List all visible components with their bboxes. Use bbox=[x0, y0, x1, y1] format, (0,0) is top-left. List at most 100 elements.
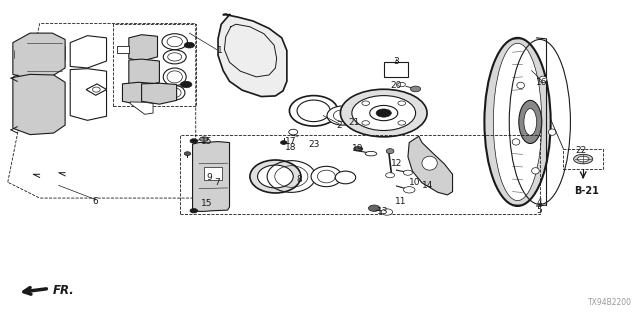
Text: 15: 15 bbox=[202, 199, 213, 208]
Text: 9: 9 bbox=[206, 173, 212, 182]
Text: B-21: B-21 bbox=[574, 186, 599, 196]
Polygon shape bbox=[129, 35, 157, 61]
Ellipse shape bbox=[386, 173, 394, 178]
Ellipse shape bbox=[362, 101, 369, 105]
Polygon shape bbox=[193, 142, 230, 212]
Text: 18: 18 bbox=[285, 143, 296, 152]
Polygon shape bbox=[218, 14, 287, 97]
Bar bbox=[563, 149, 603, 169]
Ellipse shape bbox=[180, 81, 192, 88]
Text: 15: 15 bbox=[202, 137, 213, 146]
Text: 19: 19 bbox=[352, 144, 364, 153]
Ellipse shape bbox=[369, 205, 380, 212]
Ellipse shape bbox=[167, 71, 182, 83]
Ellipse shape bbox=[289, 129, 298, 135]
Ellipse shape bbox=[184, 152, 191, 156]
Ellipse shape bbox=[370, 105, 397, 121]
Ellipse shape bbox=[403, 170, 412, 175]
Text: 6: 6 bbox=[93, 197, 99, 206]
Ellipse shape bbox=[403, 187, 415, 193]
Ellipse shape bbox=[297, 100, 330, 122]
Ellipse shape bbox=[311, 166, 342, 187]
Ellipse shape bbox=[362, 121, 369, 125]
Polygon shape bbox=[141, 83, 177, 104]
Ellipse shape bbox=[257, 165, 293, 188]
Text: 3: 3 bbox=[394, 57, 399, 66]
Ellipse shape bbox=[519, 100, 541, 143]
Polygon shape bbox=[122, 82, 159, 105]
Polygon shape bbox=[86, 84, 106, 95]
Bar bbox=[180, 135, 540, 214]
Ellipse shape bbox=[163, 50, 186, 64]
Polygon shape bbox=[129, 59, 159, 87]
Text: 11: 11 bbox=[395, 197, 406, 206]
Ellipse shape bbox=[376, 109, 392, 117]
Text: 5: 5 bbox=[537, 206, 543, 215]
Ellipse shape bbox=[365, 151, 377, 156]
Polygon shape bbox=[408, 136, 452, 195]
Ellipse shape bbox=[398, 121, 406, 125]
Ellipse shape bbox=[577, 156, 589, 162]
Ellipse shape bbox=[280, 141, 287, 144]
Ellipse shape bbox=[333, 110, 351, 121]
Bar bbox=[204, 167, 222, 180]
Text: 12: 12 bbox=[392, 159, 403, 168]
Ellipse shape bbox=[190, 139, 198, 143]
Polygon shape bbox=[70, 69, 106, 120]
Bar bbox=[117, 46, 129, 53]
Ellipse shape bbox=[184, 42, 195, 48]
Ellipse shape bbox=[167, 36, 182, 47]
Ellipse shape bbox=[484, 38, 550, 206]
Polygon shape bbox=[70, 36, 106, 68]
Ellipse shape bbox=[524, 108, 537, 135]
Ellipse shape bbox=[250, 160, 301, 193]
Ellipse shape bbox=[397, 82, 405, 87]
Text: 17: 17 bbox=[285, 137, 296, 146]
Text: 4: 4 bbox=[537, 198, 542, 207]
Ellipse shape bbox=[327, 106, 358, 125]
Ellipse shape bbox=[410, 86, 420, 92]
Ellipse shape bbox=[381, 209, 393, 215]
Ellipse shape bbox=[200, 137, 209, 141]
Text: 21: 21 bbox=[348, 118, 360, 127]
Ellipse shape bbox=[398, 101, 406, 105]
Ellipse shape bbox=[163, 68, 186, 86]
Text: FR.: FR. bbox=[52, 284, 74, 297]
Text: 16: 16 bbox=[536, 78, 547, 87]
Ellipse shape bbox=[340, 89, 427, 137]
Text: 14: 14 bbox=[422, 181, 433, 190]
Ellipse shape bbox=[354, 147, 363, 151]
Ellipse shape bbox=[168, 53, 182, 61]
Ellipse shape bbox=[532, 168, 540, 174]
Text: 7: 7 bbox=[214, 178, 220, 187]
Ellipse shape bbox=[493, 43, 541, 201]
Text: 8: 8 bbox=[297, 174, 303, 184]
Ellipse shape bbox=[352, 96, 415, 131]
Ellipse shape bbox=[168, 88, 181, 98]
Ellipse shape bbox=[164, 85, 185, 100]
Ellipse shape bbox=[190, 209, 198, 213]
Text: 2: 2 bbox=[336, 121, 342, 130]
Ellipse shape bbox=[517, 82, 525, 89]
Ellipse shape bbox=[512, 139, 520, 145]
Text: 1: 1 bbox=[217, 46, 223, 55]
Text: 13: 13 bbox=[377, 207, 388, 216]
Text: 22: 22 bbox=[575, 146, 586, 155]
Ellipse shape bbox=[548, 129, 556, 135]
Ellipse shape bbox=[335, 171, 356, 184]
Text: TX94B2200: TX94B2200 bbox=[588, 298, 632, 307]
Ellipse shape bbox=[317, 170, 335, 183]
Ellipse shape bbox=[573, 154, 593, 164]
Text: 10: 10 bbox=[409, 178, 420, 187]
Polygon shape bbox=[13, 74, 65, 135]
Ellipse shape bbox=[162, 34, 188, 50]
Text: 23: 23 bbox=[308, 140, 319, 149]
Ellipse shape bbox=[387, 148, 394, 154]
Text: 20: 20 bbox=[391, 81, 402, 90]
Bar bbox=[384, 62, 408, 77]
Ellipse shape bbox=[540, 76, 547, 83]
Polygon shape bbox=[13, 33, 65, 79]
Ellipse shape bbox=[289, 96, 338, 126]
Polygon shape bbox=[130, 102, 153, 114]
Ellipse shape bbox=[422, 156, 437, 170]
